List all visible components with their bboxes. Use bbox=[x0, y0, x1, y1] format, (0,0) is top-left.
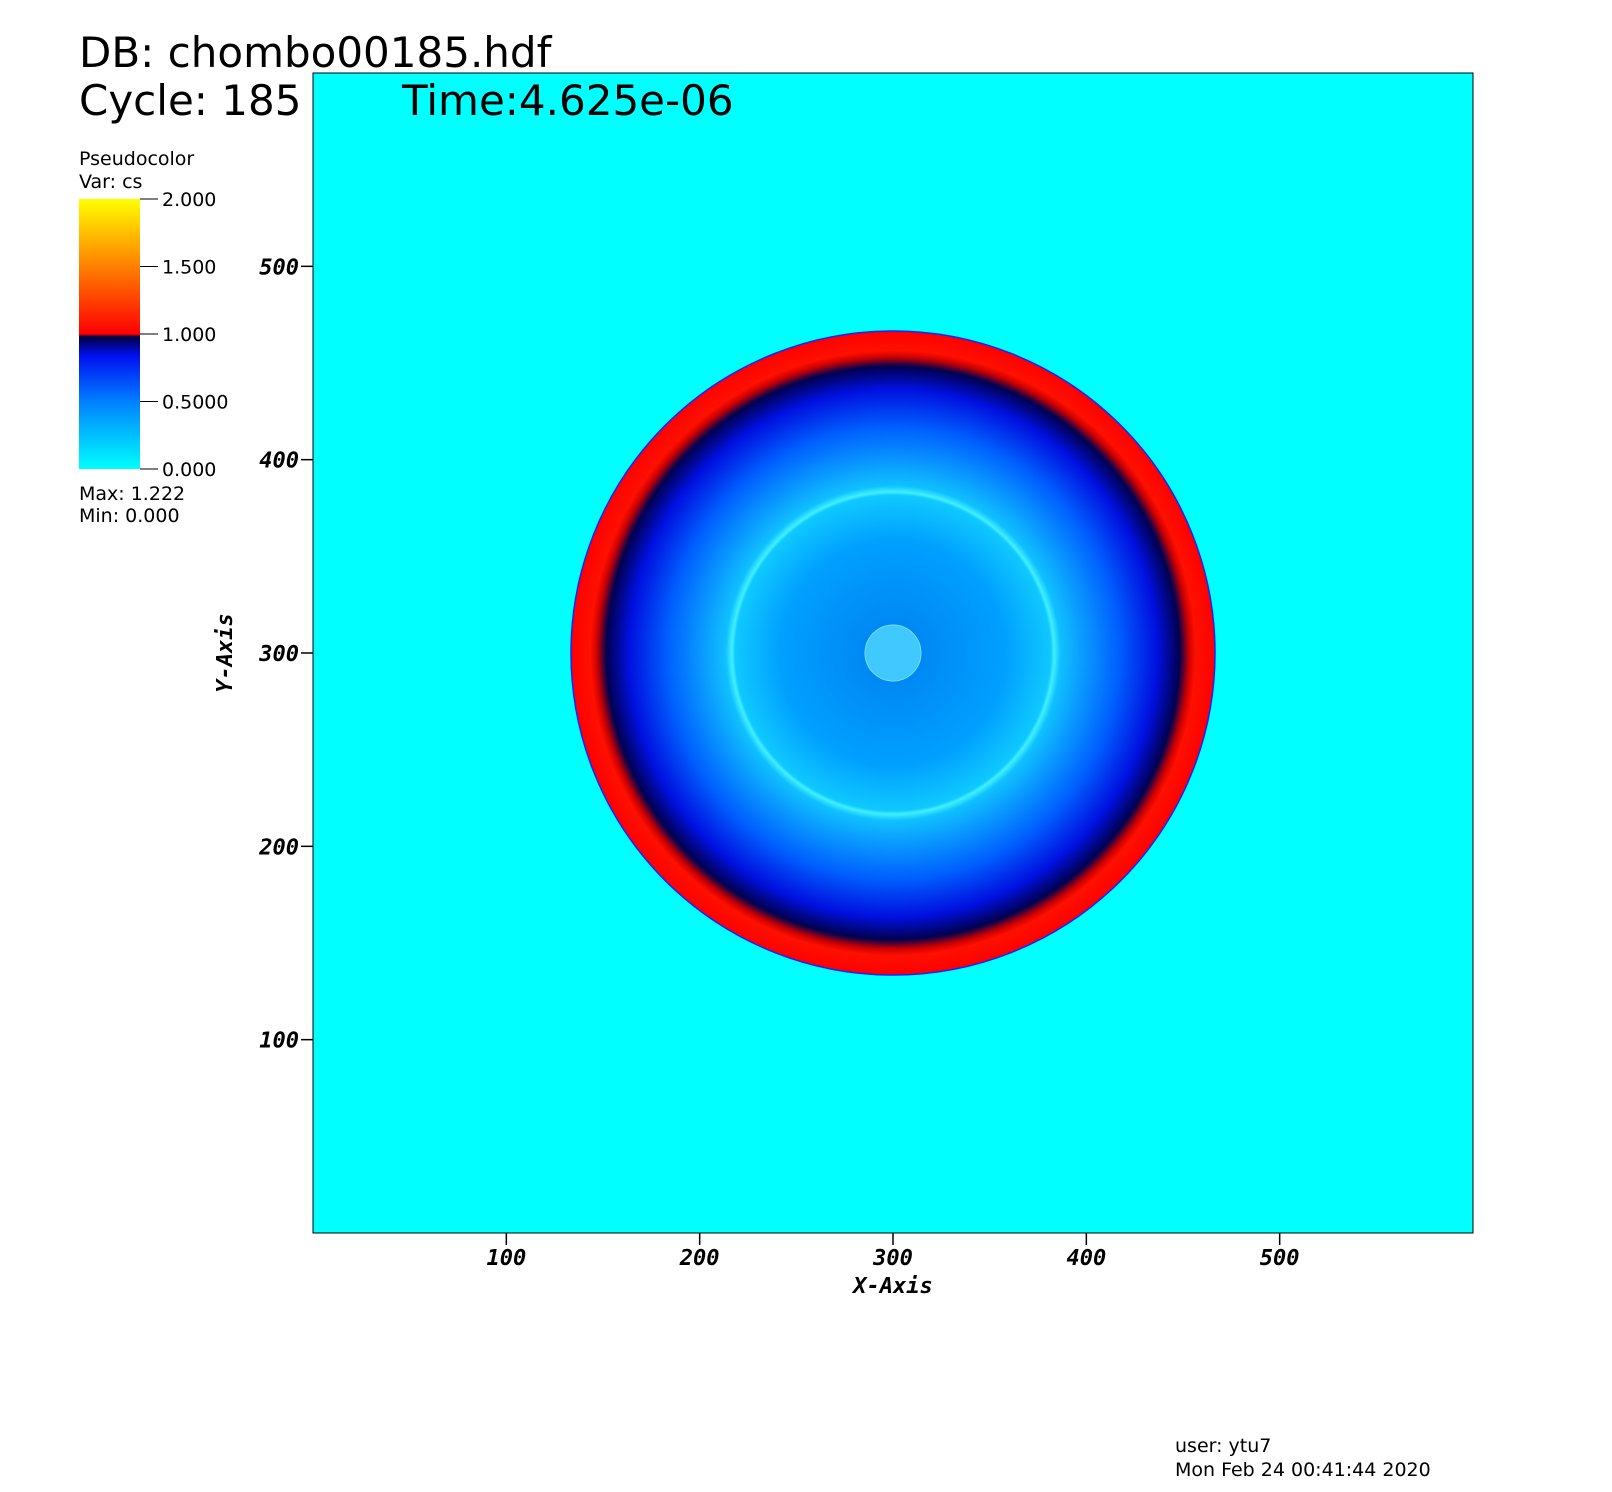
x-tick-label: 500 bbox=[1260, 1246, 1300, 1271]
max-label: Max: 1.222 bbox=[79, 483, 185, 505]
y-tick-label: 200 bbox=[258, 835, 299, 860]
y-tick-label: 100 bbox=[259, 1029, 299, 1054]
y-axis-label: Y-Axis bbox=[213, 613, 238, 692]
x-axis-label: X-Axis bbox=[851, 1274, 932, 1299]
colorbar-tick-label: 1.500 bbox=[162, 257, 216, 279]
colorbar-tick-label: 0.000 bbox=[162, 459, 216, 481]
legend-title: Pseudocolor bbox=[79, 148, 194, 170]
core bbox=[864, 624, 922, 682]
user: user: ytu7 bbox=[1175, 1435, 1271, 1457]
x-tick-label: 100 bbox=[486, 1246, 526, 1271]
colorbar-tick-label: 1.000 bbox=[162, 324, 216, 346]
colorbar bbox=[79, 199, 140, 469]
plot bbox=[312, 72, 1474, 1234]
y-tick-label: 300 bbox=[258, 642, 299, 667]
x-tick-label: 400 bbox=[1066, 1246, 1106, 1271]
x-tick-label: 200 bbox=[679, 1246, 720, 1271]
min-label: Min: 0.000 bbox=[79, 505, 180, 527]
colorbar-tick-label: 0.5000 bbox=[162, 392, 228, 414]
colorbar-tick-label: 2.000 bbox=[162, 189, 216, 211]
timestamp: Mon Feb 24 00:41:44 2020 bbox=[1175, 1459, 1431, 1481]
cycle: Cycle: 185 bbox=[79, 76, 301, 125]
db-title: DB: chombo00185.hdf bbox=[79, 28, 553, 77]
time: Time:4.625e-06 bbox=[401, 76, 734, 125]
x-tick-label: 300 bbox=[872, 1246, 913, 1271]
y-tick-label: 400 bbox=[259, 449, 299, 474]
y-tick-label: 500 bbox=[259, 255, 299, 280]
legend-var: Var: cs bbox=[79, 171, 142, 193]
